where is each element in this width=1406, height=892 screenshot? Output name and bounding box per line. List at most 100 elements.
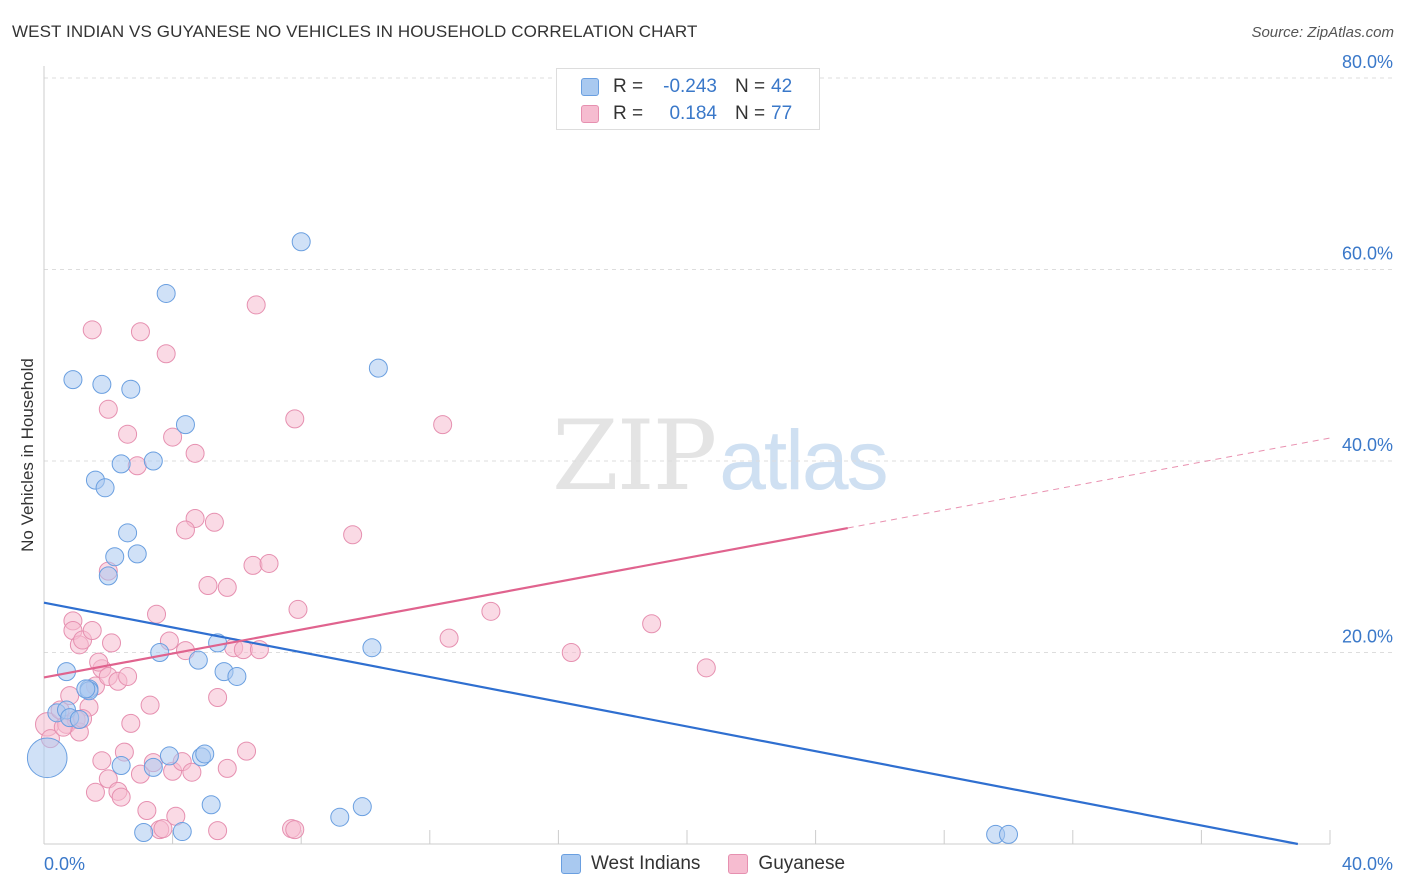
guyanese-point	[102, 633, 122, 653]
guyanese-point	[481, 601, 501, 621]
legend-swatch-blue	[581, 78, 599, 96]
guyanese-point	[433, 415, 453, 435]
west-indians-point	[105, 547, 125, 567]
west-indians-point	[118, 523, 138, 543]
guyanese-point	[217, 577, 237, 597]
guyanese-point	[243, 555, 263, 575]
west-indians-point	[156, 283, 176, 303]
west-indians-point	[92, 374, 112, 394]
west-indians-point	[172, 822, 192, 842]
guyanese-point	[185, 443, 205, 463]
guyanese-point	[163, 427, 183, 447]
west-indians-point	[111, 454, 131, 474]
west-indians-point	[195, 744, 215, 764]
west-indians-point	[201, 795, 221, 815]
guyanese-point	[285, 409, 305, 429]
guyanese-point	[343, 525, 363, 545]
legend-item-west-indians[interactable]: West Indians	[560, 853, 701, 875]
guyanese-point	[92, 751, 112, 771]
legend-swatch-pink	[581, 105, 599, 123]
series-legend: West Indians Guyanese	[0, 851, 1406, 877]
guyanese-point	[198, 575, 218, 595]
guyanese-point	[204, 512, 224, 532]
west-indians-point	[188, 650, 208, 670]
guyanese-point	[82, 620, 102, 640]
west-indians-point	[330, 807, 350, 827]
guyanese-point	[130, 322, 150, 342]
guyanese-trendline-extension	[847, 437, 1331, 529]
guyanese-point	[439, 628, 459, 648]
west-indians-point	[95, 478, 115, 498]
guyanese-point	[140, 695, 160, 715]
y-tick-label: 80.0%	[1342, 52, 1393, 72]
y-tick-label: 60.0%	[1342, 244, 1393, 264]
correlation-legend: R = -0.243 N = 42 R = 0.184 N = 77	[556, 68, 820, 130]
guyanese-trendline	[43, 526, 848, 679]
y-tick-label: 40.0%	[1342, 435, 1393, 455]
west-indians-trendline	[43, 601, 1299, 846]
legend-n-label: N =	[735, 103, 766, 124]
legend-r-value: 0.184	[669, 103, 717, 124]
west-indians-point	[26, 737, 68, 779]
west-indians-point	[362, 638, 382, 658]
guyanese-point	[137, 800, 157, 820]
west-indians-point	[159, 746, 179, 766]
guyanese-point	[642, 614, 662, 634]
guyanese-point	[121, 713, 141, 733]
guyanese-point	[82, 320, 102, 340]
west-indians-point	[291, 232, 311, 252]
west-indians-point	[368, 358, 388, 378]
guyanese-point	[111, 787, 131, 807]
legend-swatch-blue	[560, 854, 581, 874]
guyanese-point	[98, 399, 118, 419]
west-indians-point	[134, 823, 154, 843]
west-indians-point	[121, 379, 141, 399]
west-indians-point	[999, 824, 1018, 844]
west-indians-point	[352, 797, 372, 817]
west-indians-point	[150, 643, 170, 662]
chart-title: WEST INDIAN VS GUYANESE NO VEHICLES IN H…	[12, 22, 698, 41]
guyanese-point	[246, 295, 266, 315]
legend-row-guyanese: R = 0.184 N = 77	[581, 102, 792, 126]
guyanese-point	[118, 666, 138, 686]
y-tick-label: 20.0%	[1342, 627, 1393, 647]
west-indians-point	[76, 679, 96, 699]
legend-r-label: R =	[613, 103, 644, 124]
guyanese-point	[208, 688, 228, 708]
guyanese-point	[259, 553, 279, 573]
guyanese-point	[288, 599, 308, 619]
legend-item-guyanese[interactable]: Guyanese	[728, 853, 845, 875]
guyanese-point	[182, 762, 202, 782]
west-indians-point	[143, 757, 163, 777]
west-indians-point	[98, 566, 118, 586]
legend-row-west-indians: R = -0.243 N = 42	[581, 75, 792, 99]
guyanese-point	[118, 424, 138, 444]
legend-r-value: -0.243	[663, 76, 717, 97]
guyanese-point	[208, 821, 228, 841]
guyanese-point	[696, 658, 716, 678]
legend-label: West Indians	[590, 853, 701, 874]
west-indians-point	[127, 544, 147, 564]
west-indians-point	[227, 666, 247, 686]
guyanese-point	[147, 604, 167, 624]
west-indians-point	[143, 451, 163, 471]
y-axis-label: No Vehicles in Household	[18, 358, 37, 552]
guyanese-point	[561, 643, 581, 662]
chart-source: Source: ZipAtlas.com	[1251, 24, 1394, 41]
guyanese-point	[127, 456, 147, 476]
guyanese-point	[153, 819, 173, 839]
legend-r-label: R =	[613, 76, 644, 97]
x-tick-label: 40.0%	[1342, 854, 1393, 874]
guyanese-point	[85, 782, 105, 802]
west-indians-point	[111, 755, 131, 775]
legend-label: Guyanese	[758, 853, 846, 874]
x-tick-label: 0.0%	[44, 854, 85, 874]
west-indians-point	[175, 415, 195, 435]
legend-n-value: 77	[771, 103, 793, 124]
guyanese-point	[285, 820, 305, 840]
guyanese-point	[237, 741, 257, 761]
guyanese-point	[156, 344, 176, 364]
legend-n-value: 42	[771, 76, 793, 97]
west-indians-point	[63, 370, 83, 390]
